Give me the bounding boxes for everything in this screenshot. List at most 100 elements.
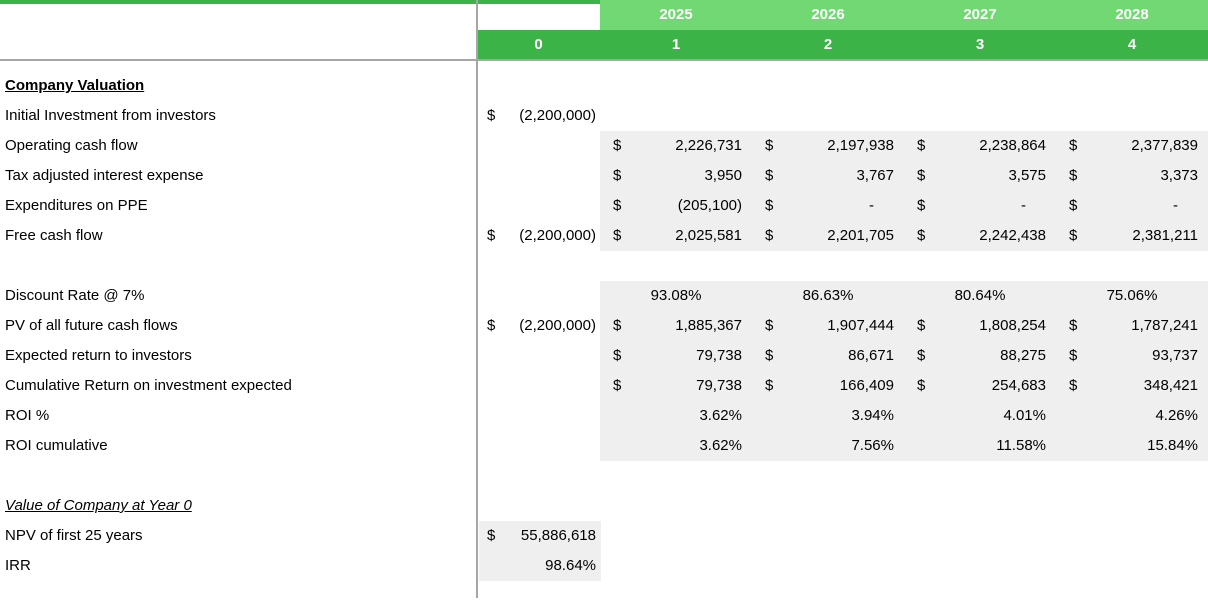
cell-value: 2,238,864: [979, 137, 1046, 154]
cell-2026[interactable]: 3.94%: [752, 401, 904, 431]
cell-2028[interactable]: 75.06%: [1056, 281, 1208, 311]
cell-2027[interactable]: $ 3,575: [904, 161, 1056, 191]
cell-value: 98.64%: [545, 557, 596, 574]
cell-2025[interactable]: $ 2,226,731: [600, 131, 752, 161]
cell-2025[interactable]: $ 2,025,581: [600, 221, 752, 251]
cell-year0[interactable]: $ (2,200,000): [480, 101, 601, 131]
row-npv: NPV of first 25 years $ 55,886,618: [0, 521, 1208, 551]
header-year-2027[interactable]: 2027: [963, 6, 997, 23]
header-period-4[interactable]: 4: [1127, 36, 1137, 53]
cell-2025[interactable]: 93.08%: [600, 281, 752, 311]
header-year-2028[interactable]: 2028: [1115, 6, 1149, 23]
cell-value: -: [1021, 197, 1026, 214]
cell-2027[interactable]: $ 2,238,864: [904, 131, 1056, 161]
cell-2028[interactable]: $ 2,381,211: [1056, 221, 1208, 251]
cell-2028[interactable]: $ 3,373: [1056, 161, 1208, 191]
cell-2027[interactable]: 4.01%: [904, 401, 1056, 431]
row-label[interactable]: Cumulative Return on investment expected: [5, 377, 292, 394]
currency-symbol: $: [917, 377, 926, 394]
cell-value: 166,409: [839, 377, 894, 394]
row-label[interactable]: Expected return to investors: [5, 347, 192, 364]
header-bottom-border: [0, 59, 1208, 61]
cell-2025[interactable]: $ 79,738: [600, 371, 752, 401]
cell-2025[interactable]: $ 3,950: [600, 161, 752, 191]
cell-2025[interactable]: 3.62%: [600, 431, 752, 461]
cell-2028[interactable]: $ -: [1056, 191, 1208, 221]
cell-value: 2,025,581: [675, 227, 742, 244]
cell-2026[interactable]: $ 86,671: [752, 341, 904, 371]
cell-year0[interactable]: $ 55,886,618: [480, 521, 601, 551]
row-roi-percent: ROI % 3.62% 3.94% 4.01% 4.26%: [0, 401, 1208, 431]
section-title[interactable]: Company Valuation: [5, 77, 145, 94]
header-year-2026[interactable]: 2026: [811, 6, 845, 23]
row-label[interactable]: Expenditures on PPE: [5, 197, 148, 214]
cell-2026[interactable]: 7.56%: [752, 431, 904, 461]
row-initial-investment: Initial Investment from investors $ (2,2…: [0, 101, 1208, 131]
currency-symbol: $: [1069, 137, 1078, 154]
cell-2026[interactable]: $ 2,201,705: [752, 221, 904, 251]
row-value-of-company-title: Value of Company at Year 0: [0, 491, 1208, 521]
cell-year0[interactable]: $ (2,200,000): [480, 311, 601, 341]
currency-symbol: $: [765, 317, 774, 334]
cell-2026[interactable]: $ 166,409: [752, 371, 904, 401]
cell-2028[interactable]: $ 2,377,839: [1056, 131, 1208, 161]
cell-year0[interactable]: $ (2,200,000): [480, 221, 601, 251]
cell-2025[interactable]: $ (205,100): [600, 191, 752, 221]
cell-2028[interactable]: $ 348,421: [1056, 371, 1208, 401]
cell-2027[interactable]: $ 254,683: [904, 371, 1056, 401]
cell-2028[interactable]: 4.26%: [1056, 401, 1208, 431]
row-label[interactable]: Free cash flow: [5, 227, 103, 244]
currency-symbol: $: [613, 137, 622, 154]
currency-symbol: $: [487, 227, 496, 244]
cell-value: 3.62%: [699, 407, 742, 424]
row-label[interactable]: PV of all future cash flows: [5, 317, 178, 334]
cell-2025[interactable]: 3.62%: [600, 401, 752, 431]
cell-year0[interactable]: 98.64%: [480, 551, 601, 581]
cell-2028[interactable]: 15.84%: [1056, 431, 1208, 461]
cell-2026[interactable]: $ 1,907,444: [752, 311, 904, 341]
header-period-1[interactable]: 1: [671, 36, 681, 53]
cell-value: 7.56%: [851, 437, 894, 454]
cell-2026[interactable]: 86.63%: [752, 281, 904, 311]
cell-value: 15.84%: [1147, 437, 1198, 454]
header-year-2025[interactable]: 2025: [659, 6, 693, 23]
cell-2027[interactable]: $ 88,275: [904, 341, 1056, 371]
cell-2028[interactable]: $ 1,787,241: [1056, 311, 1208, 341]
cell-value: (2,200,000): [519, 227, 596, 244]
currency-symbol: $: [917, 167, 926, 184]
cell-2027[interactable]: $ 1,808,254: [904, 311, 1056, 341]
currency-symbol: $: [917, 137, 926, 154]
cell-2026[interactable]: $ 2,197,938: [752, 131, 904, 161]
row-label[interactable]: ROI cumulative: [5, 437, 108, 454]
section-title-italic[interactable]: Value of Company at Year 0: [5, 497, 192, 514]
currency-symbol: $: [1069, 317, 1078, 334]
cell-2025[interactable]: $ 79,738: [600, 341, 752, 371]
cell-value: 2,381,211: [1132, 227, 1198, 244]
header-period-3[interactable]: 3: [975, 36, 985, 53]
cell-2025[interactable]: $ 1,885,367: [600, 311, 752, 341]
cell-2027[interactable]: 11.58%: [904, 431, 1056, 461]
cell-2027[interactable]: $ 2,242,438: [904, 221, 1056, 251]
header-period-2[interactable]: 2: [823, 36, 833, 53]
header-period-0[interactable]: 0: [534, 36, 543, 53]
cell-2028[interactable]: $ 93,737: [1056, 341, 1208, 371]
cell-2026[interactable]: $ 3,767: [752, 161, 904, 191]
row-pv-future-cash-flows: PV of all future cash flows $ (2,200,000…: [0, 311, 1208, 341]
cell-value: 3,373: [1160, 167, 1198, 184]
cell-2027[interactable]: $ -: [904, 191, 1056, 221]
row-label[interactable]: ROI %: [5, 407, 50, 424]
row-label[interactable]: Initial Investment from investors: [5, 107, 216, 124]
row-label[interactable]: IRR: [5, 557, 31, 574]
currency-symbol: $: [613, 197, 622, 214]
cell-value: 254,683: [991, 377, 1046, 394]
row-label[interactable]: Operating cash flow: [5, 137, 138, 154]
cell-value: 11.58%: [996, 437, 1046, 454]
cell-2027[interactable]: 80.64%: [904, 281, 1056, 311]
row-label[interactable]: NPV of first 25 years: [5, 527, 143, 544]
row-label[interactable]: Tax adjusted interest expense: [5, 167, 204, 184]
cell-value: (2,200,000): [519, 107, 596, 124]
currency-symbol: $: [765, 227, 774, 244]
row-label[interactable]: Discount Rate @ 7%: [5, 287, 145, 304]
label-column-divider: [476, 0, 478, 598]
cell-2026[interactable]: $ -: [752, 191, 904, 221]
